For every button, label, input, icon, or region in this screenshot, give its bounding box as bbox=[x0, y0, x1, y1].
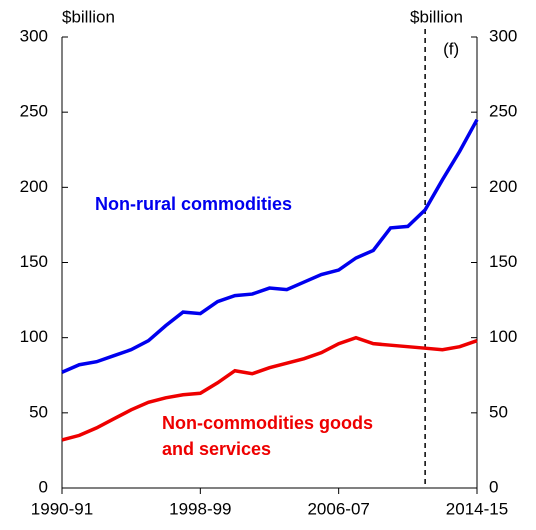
x-tick-label: 1990-91 bbox=[31, 499, 93, 518]
y2-tick-label: 0 bbox=[489, 477, 498, 496]
series-line bbox=[61, 335, 478, 442]
forecast-label: (f) bbox=[443, 39, 459, 58]
x-tick-label: 1998-99 bbox=[169, 499, 231, 518]
x-tick-label: 2006-07 bbox=[307, 499, 369, 518]
x-tick-label: 2014-15 bbox=[446, 499, 508, 518]
y2-tick-label: 200 bbox=[489, 177, 517, 196]
y2-tick-label: 100 bbox=[489, 327, 517, 346]
left-unit: $billion bbox=[62, 7, 115, 26]
y-tick-label: 100 bbox=[20, 327, 48, 346]
right-unit: $billion bbox=[410, 7, 463, 26]
y2-tick-label: 300 bbox=[489, 26, 517, 45]
y-tick-label: 250 bbox=[20, 102, 48, 121]
series-line bbox=[61, 118, 479, 374]
y2-tick-label: 250 bbox=[489, 102, 517, 121]
y-tick-label: 200 bbox=[20, 177, 48, 196]
y2-tick-label: 150 bbox=[489, 252, 517, 271]
series-label: and services bbox=[162, 439, 271, 459]
series-label: Non-commodities goods bbox=[162, 413, 373, 433]
y-tick-label: 150 bbox=[20, 252, 48, 271]
y-tick-label: 300 bbox=[20, 26, 48, 45]
y2-tick-label: 50 bbox=[489, 402, 508, 421]
series-label: Non-rural commodities bbox=[95, 194, 292, 214]
y-tick-label: 50 bbox=[29, 402, 48, 421]
y-tick-label: 0 bbox=[39, 477, 48, 496]
